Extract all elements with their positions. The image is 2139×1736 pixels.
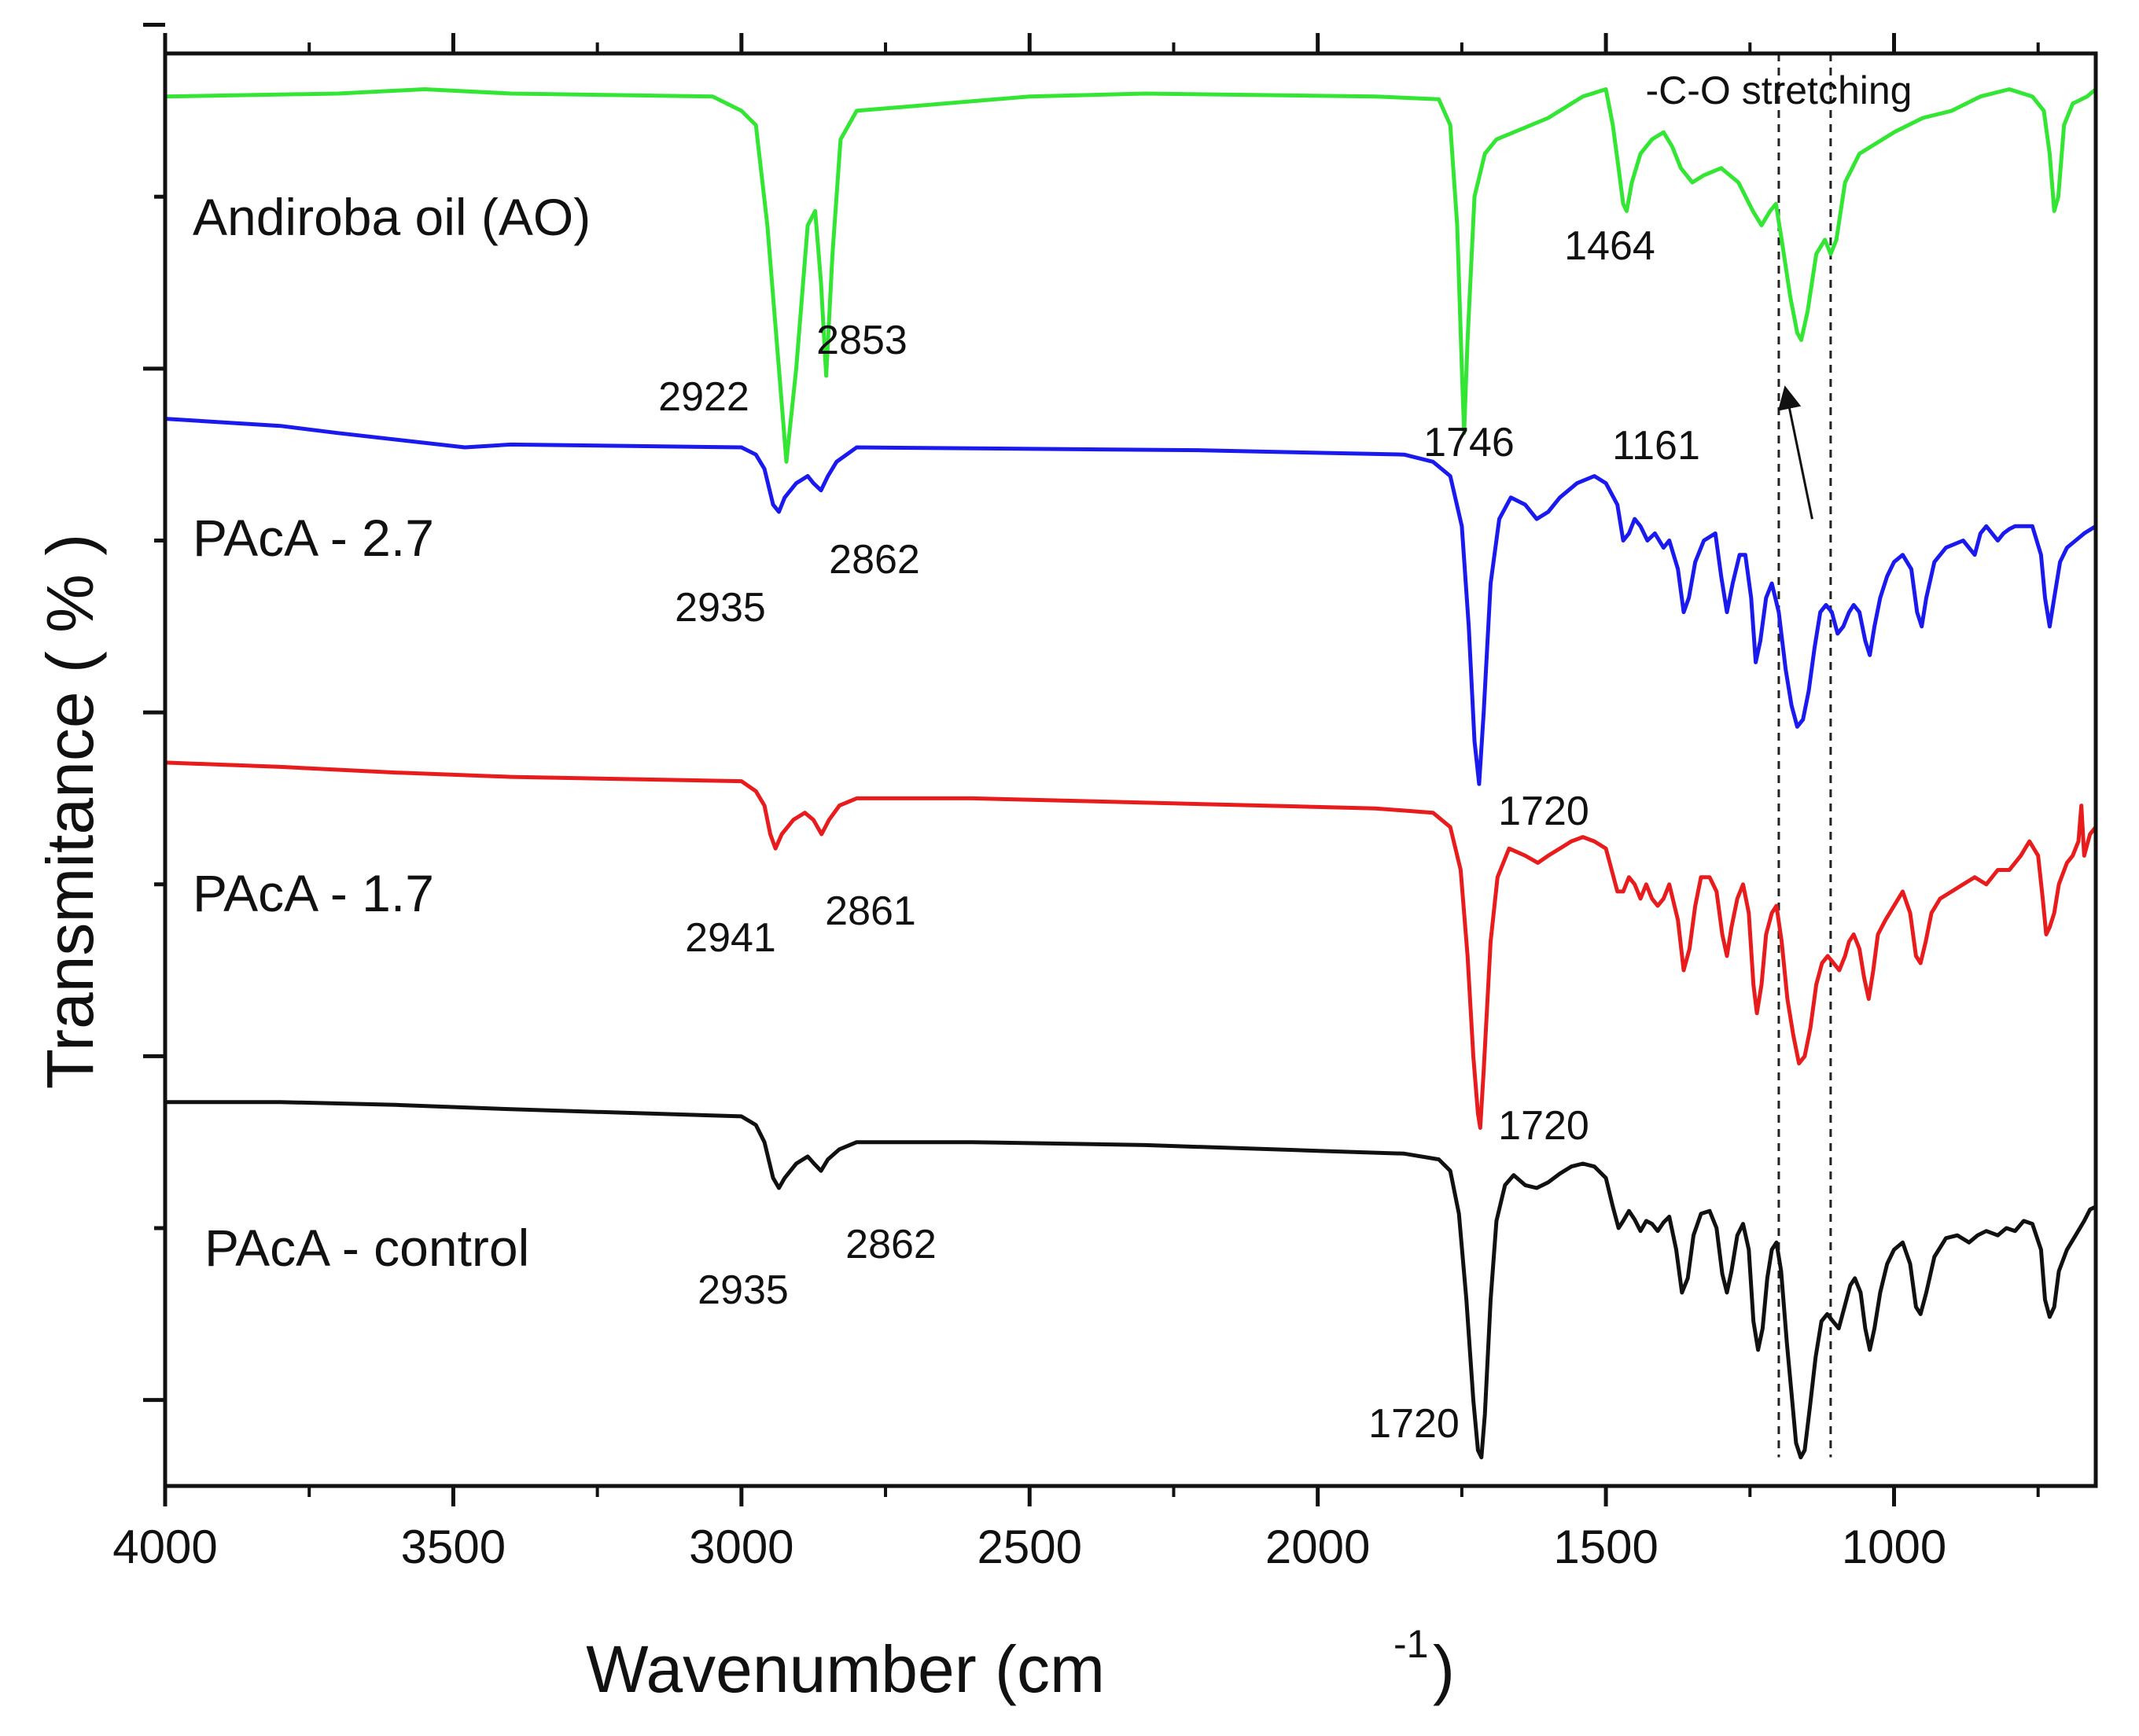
peak-label: 1720 [1498, 1103, 1589, 1149]
series-line-0 [164, 87, 2097, 464]
series-label-paca-control: PAcA - control [204, 1219, 529, 1277]
x-axis-title-main: Wavenumber (cm [586, 1632, 1105, 1706]
x-tick-label: 1000 [1842, 1521, 1946, 1573]
c-o-arrow [1777, 385, 1813, 520]
series-label-andiroba-oil: Andiroba oil (AO) [193, 188, 591, 246]
series-line-1 [164, 417, 2097, 786]
peak-label: 1720 [1368, 1401, 1460, 1447]
peak-label: 2935 [698, 1267, 789, 1313]
peak-label: 1720 [1498, 789, 1589, 834]
x-tick-label: 3500 [401, 1521, 506, 1573]
x-axis-title-close: ) [1433, 1632, 1455, 1706]
series-label-paca-1-7: PAcA - 1.7 [193, 864, 434, 922]
series-line-3 [165, 1100, 2097, 1460]
series-label-paca-2-7: PAcA - 2.7 [193, 509, 434, 567]
x-tick-label: 4000 [112, 1521, 217, 1573]
peak-label: 2922 [658, 374, 749, 420]
x-tick-label: 1500 [1553, 1521, 1658, 1573]
peak-label: 2853 [816, 318, 908, 363]
axis-ticks: 4000 3500 3000 2500 2000 1500 1000 [112, 23, 2040, 1573]
stretching-annotation [1777, 53, 1832, 1458]
x-tick-label: 3000 [689, 1521, 793, 1573]
c-o-stretching-label: -C-O stretching [1646, 68, 1913, 112]
peak-label: 2862 [829, 537, 920, 583]
peak-label: 1464 [1564, 223, 1655, 269]
peak-label: 1746 [1423, 420, 1515, 465]
peak-label: 2862 [845, 1222, 937, 1267]
peak-label: 2861 [825, 888, 916, 934]
spectra [164, 87, 2097, 1460]
x-axis-superscript: -1 [1393, 1622, 1428, 1666]
peak-label: 1161 [1612, 423, 1700, 469]
peak-label: 2941 [685, 915, 776, 961]
peak-label: 2935 [675, 585, 766, 631]
peak-labels: 2922 2853 1746 1464 1161 2935 2862 1720 2941 2861… [658, 223, 1700, 1447]
x-tick-label: 2000 [1265, 1521, 1370, 1573]
plot-frame [163, 51, 2098, 1488]
x-axis-title: Wavenumber (cm [586, 1632, 1105, 1706]
y-axis-title: Transmitance ( % ) [33, 534, 107, 1089]
x-tick-label: 2500 [977, 1521, 1082, 1573]
series-line-2 [164, 760, 2097, 1130]
